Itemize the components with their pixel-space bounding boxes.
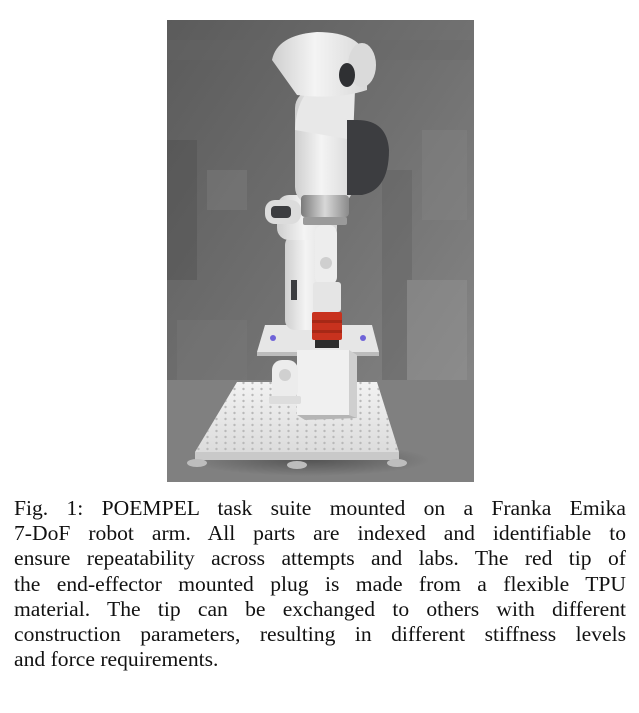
caption-line: construction parameters, resulting in di… [14, 622, 626, 647]
task-fixture [269, 360, 301, 404]
robot-arm-elbow [272, 32, 389, 195]
caption-line: ensure repeatability across attempts and… [14, 546, 626, 571]
caption-line: the end-effector mounted plug is made fr… [14, 571, 626, 596]
plug-receptacle [297, 350, 357, 420]
figure-caption: Fig. 1: POEMPEL task suite mounted on a … [14, 496, 626, 672]
caption-line: material. The tip can be exchanged to ot… [14, 596, 626, 621]
robot-arm-flange [301, 195, 349, 225]
robot-arm-illustration [167, 20, 474, 482]
robot-arm-photo [167, 20, 474, 482]
end-effector-holder [313, 225, 341, 312]
caption-line: and force requirements. [14, 647, 219, 672]
red-tpu-tip [312, 312, 342, 348]
background-clutter [167, 40, 474, 400]
caption-line: 7-DoF robot arm. All parts are indexed a… [14, 521, 626, 546]
caption-line: Fig. 1: POEMPEL task suite mounted on a … [14, 496, 626, 520]
